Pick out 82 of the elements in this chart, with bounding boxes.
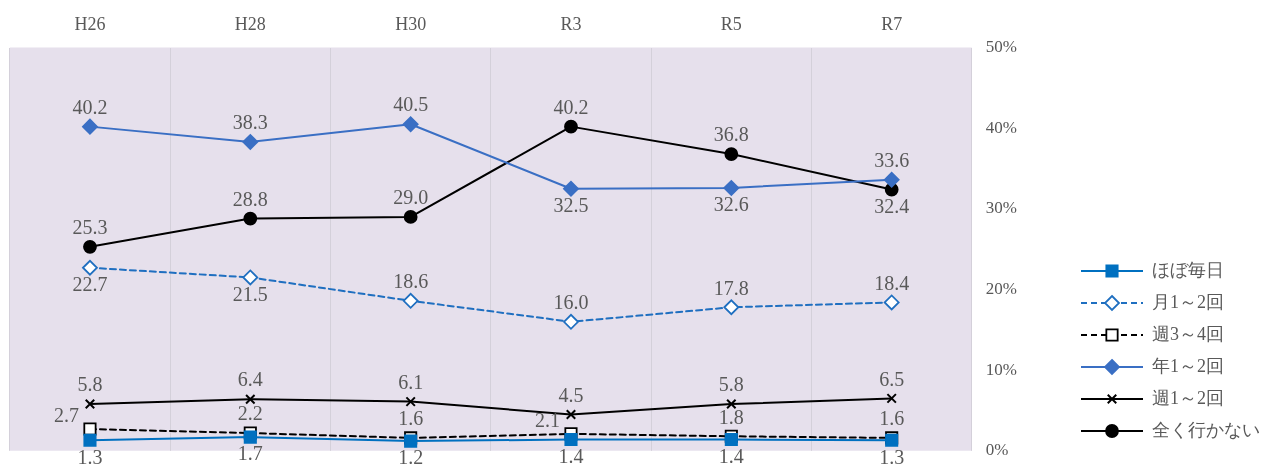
data-label: 36.8: [713, 123, 749, 146]
data-label: 32.4: [874, 194, 910, 217]
point: [886, 393, 897, 404]
data-label: 1.8: [718, 405, 744, 428]
point: [243, 430, 257, 444]
data-label: 32.6: [713, 193, 749, 216]
data-label: 29.0: [393, 186, 429, 209]
point: [563, 180, 579, 197]
x-tick-label: R7: [881, 13, 903, 34]
data-label: 16.0: [553, 291, 589, 314]
data-label: 33.6: [874, 149, 910, 172]
x-tick-label: H30: [395, 13, 427, 34]
point: [403, 210, 418, 224]
x-tick-label: H28: [234, 13, 266, 34]
point: [405, 396, 416, 407]
x-tick-label: H26: [74, 13, 106, 34]
data-label: 21.5: [232, 282, 268, 305]
point: [724, 147, 739, 161]
y-tick-label: 30%: [985, 198, 1018, 218]
data-label: 2.2: [237, 402, 263, 425]
point: [242, 134, 259, 150]
point: [564, 119, 578, 134]
data-label: 5.8: [718, 373, 744, 396]
point: [84, 398, 96, 410]
data-label: 22.7: [72, 273, 108, 295]
point: [563, 313, 579, 330]
point: [83, 422, 97, 436]
data-label: 18.4: [874, 271, 910, 294]
point: [82, 259, 98, 276]
point: [83, 433, 97, 447]
point: [402, 116, 419, 133]
data-label: 38.3: [232, 111, 268, 134]
point: [883, 294, 900, 311]
data-label: 1.4: [718, 444, 744, 467]
x-tick-label: R5: [720, 13, 742, 34]
data-label: 5.8: [77, 373, 103, 396]
point: [402, 292, 419, 309]
point: [883, 171, 900, 188]
point: [243, 211, 258, 226]
legend-label: 全く行かない: [1152, 419, 1260, 440]
point: [242, 269, 259, 286]
x-tick-label: R3: [560, 13, 582, 34]
point: [724, 432, 738, 447]
y-tick-label: 40%: [985, 117, 1018, 137]
data-label: 18.6: [393, 270, 429, 293]
point: [564, 432, 578, 447]
data-label: 1.7: [237, 442, 263, 465]
point: [723, 180, 740, 196]
legend-label: 週3～4回: [1152, 323, 1224, 344]
point: [726, 398, 737, 410]
point: [565, 409, 577, 420]
data-label: 28.8: [232, 187, 268, 210]
data-label: 2.7: [53, 404, 79, 427]
data-label: 6.4: [237, 368, 263, 391]
legend-label: 年1～2回: [1152, 355, 1224, 376]
y-tick-label: 50%: [985, 37, 1018, 57]
y-tick-label: 20%: [985, 278, 1018, 298]
y-tick-label: 10%: [985, 359, 1018, 379]
data-label: 6.1: [398, 370, 424, 393]
data-label: 6.5: [879, 367, 905, 390]
data-label: 32.5: [553, 193, 589, 216]
data-label: 1.6: [398, 407, 424, 430]
data-label: 17.8: [713, 276, 749, 299]
y-tick-label: 0%: [985, 440, 1009, 460]
data-label: 40.2: [553, 95, 589, 118]
point: [82, 118, 98, 135]
data-label: 4.5: [558, 383, 584, 406]
data-label: 2.1: [534, 409, 560, 432]
point: [245, 393, 256, 405]
data-label: 1.3: [77, 445, 103, 468]
data-label: 40.2: [72, 95, 108, 118]
data-label: 1.6: [879, 407, 905, 430]
legend-label: 週1～2回: [1152, 387, 1224, 408]
legend-label: 月1～2回: [1152, 291, 1224, 312]
data-label: 1.2: [398, 446, 424, 469]
data-label: 1.4: [558, 444, 584, 467]
point: [83, 239, 97, 254]
data-label: 40.5: [393, 93, 429, 116]
point: [723, 299, 740, 316]
data-label: 1.3: [879, 445, 905, 468]
data-label: 25.3: [72, 216, 108, 239]
legend-label: ほぼ毎日: [1152, 259, 1224, 280]
